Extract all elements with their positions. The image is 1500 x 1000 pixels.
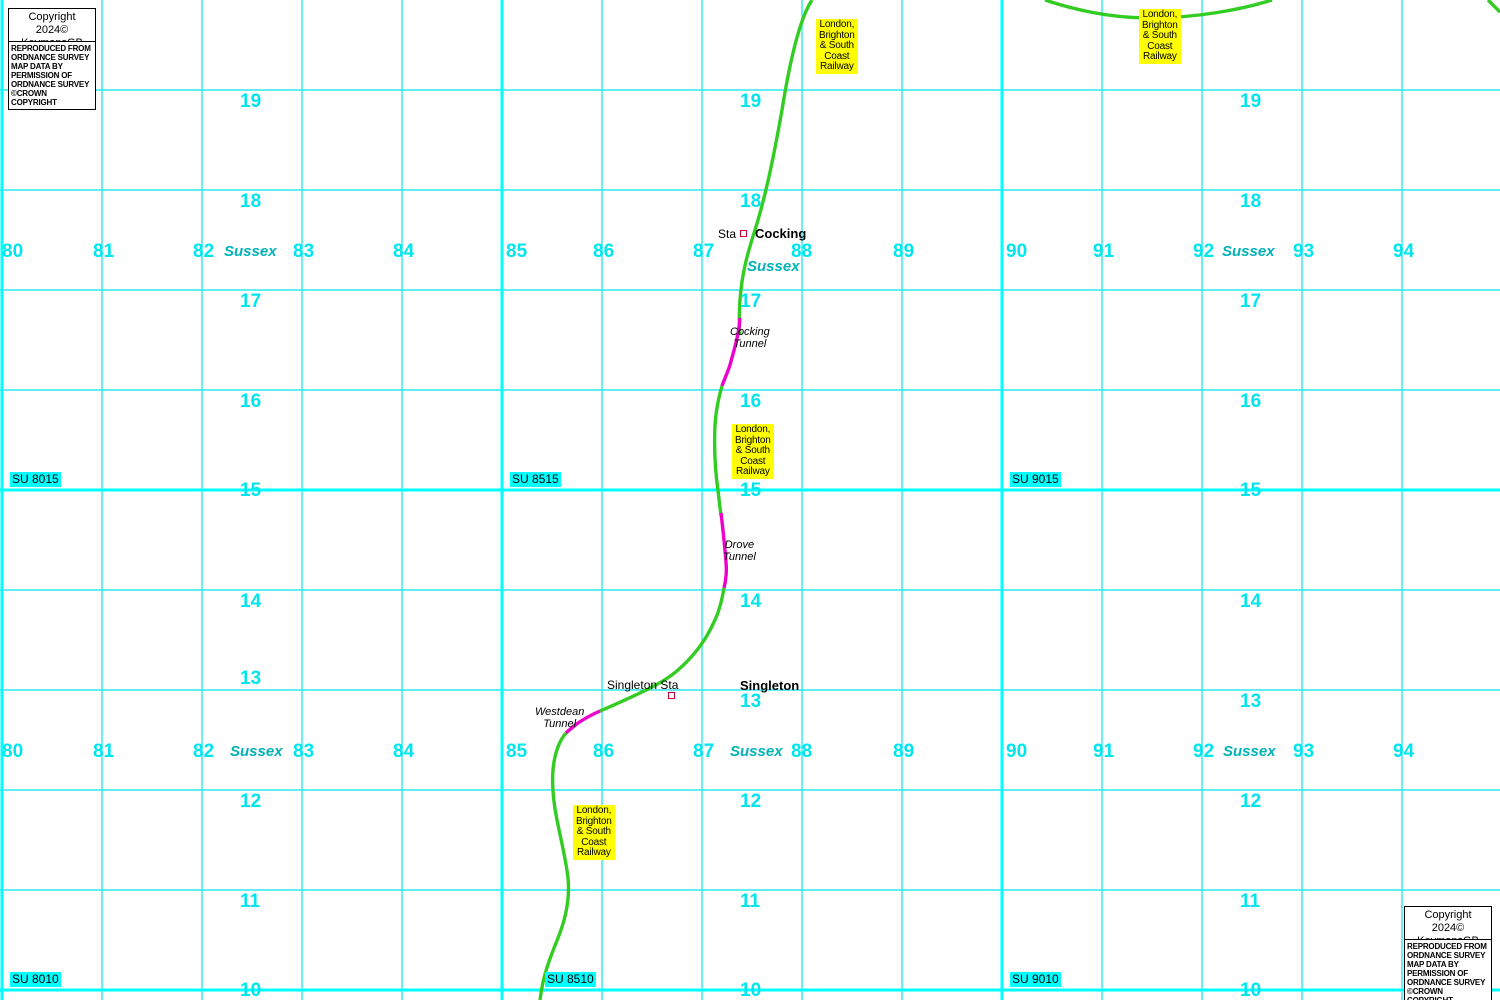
os-attribution-box-top-left: REPRODUCED FROM ORDNANCE SURVEY MAP DATA… bbox=[8, 41, 96, 110]
county-label-sussex: Sussex bbox=[730, 743, 783, 760]
tunnel-label-cocking: Cocking Tunnel bbox=[730, 326, 770, 350]
easting-label: 85 bbox=[506, 241, 528, 262]
northing-label: 16 bbox=[740, 391, 762, 412]
place-label-singleton: Singleton bbox=[740, 678, 800, 693]
easting-label: 91 bbox=[1093, 241, 1115, 262]
easting-label: 86 bbox=[593, 741, 615, 762]
easting-label: 94 bbox=[1393, 741, 1415, 762]
easting-label: 80 bbox=[2, 741, 24, 762]
northing-label: 16 bbox=[1240, 391, 1262, 412]
northing-label: 18 bbox=[240, 191, 262, 212]
easting-label: 90 bbox=[1006, 241, 1028, 262]
railway-line-green-upper bbox=[737, 0, 814, 336]
easting-label: 84 bbox=[393, 741, 415, 762]
northing-label: 10 bbox=[1240, 980, 1262, 1000]
station-label-singleton: Singleton Sta bbox=[607, 678, 679, 692]
grid-square-ref: SU 8515 bbox=[510, 472, 561, 488]
northing-label: 12 bbox=[1240, 791, 1262, 812]
easting-label: 89 bbox=[893, 241, 915, 262]
easting-label: 94 bbox=[1393, 241, 1415, 262]
county-label-sussex: Sussex bbox=[224, 243, 277, 260]
railway-name-label: London, Brighton & South Coast Railway bbox=[816, 19, 858, 74]
grid-square-ref: SU 8510 bbox=[545, 972, 596, 988]
easting-label: 85 bbox=[506, 741, 528, 762]
grid-square-ref: SU 8010 bbox=[10, 972, 61, 988]
easting-label: 81 bbox=[93, 741, 115, 762]
tunnel-label-drove: Drove Tunnel bbox=[723, 539, 756, 563]
northing-label: 10 bbox=[740, 980, 762, 1000]
easting-label: 93 bbox=[1293, 741, 1315, 762]
northing-label: 18 bbox=[740, 191, 762, 212]
easting-label: 82 bbox=[193, 241, 215, 262]
northing-label: 13 bbox=[1240, 691, 1262, 712]
county-label-sussex: Sussex bbox=[230, 743, 283, 760]
easting-label: 91 bbox=[1093, 741, 1115, 762]
station-marker-singleton[interactable] bbox=[668, 692, 675, 699]
grid-square-ref: SU 9010 bbox=[1010, 972, 1061, 988]
tunnel-label-westdean: Westdean Tunnel bbox=[535, 706, 585, 730]
easting-label: 83 bbox=[293, 741, 315, 762]
northing-label: 14 bbox=[240, 591, 262, 612]
northing-label: 19 bbox=[1240, 91, 1262, 112]
northing-label: 17 bbox=[740, 291, 762, 312]
station-marker-cocking[interactable] bbox=[740, 230, 747, 237]
easting-label: 92 bbox=[1193, 241, 1215, 262]
county-label-sussex: Sussex bbox=[1223, 743, 1276, 760]
northing-label: 14 bbox=[740, 591, 762, 612]
northing-label: 11 bbox=[240, 891, 261, 912]
easting-label: 84 bbox=[393, 241, 415, 262]
easting-label: 88 bbox=[791, 241, 813, 262]
railway-name-label: London, Brighton & South Coast Railway bbox=[573, 805, 615, 860]
easting-label: 87 bbox=[693, 741, 715, 762]
northing-label: 19 bbox=[240, 91, 262, 112]
northing-label: 10 bbox=[240, 980, 262, 1000]
grid-square-ref: SU 9015 bbox=[1010, 472, 1061, 488]
county-label-sussex: Sussex bbox=[1222, 243, 1275, 260]
station-label-cocking: Sta bbox=[718, 227, 737, 241]
northing-label: 19 bbox=[740, 91, 762, 112]
northing-label: 12 bbox=[740, 791, 762, 812]
northing-label: 18 bbox=[1240, 191, 1262, 212]
easting-label: 89 bbox=[893, 741, 915, 762]
county-label-sussex: Sussex bbox=[747, 258, 800, 275]
railway-line-green-lower bbox=[538, 731, 571, 1000]
os-attribution-box-bottom-right: REPRODUCED FROM ORDNANCE SURVEY MAP DATA… bbox=[1404, 939, 1492, 1000]
easting-label: 87 bbox=[693, 241, 715, 262]
easting-label: 90 bbox=[1006, 741, 1028, 762]
northing-label: 14 bbox=[1240, 591, 1262, 612]
northing-label: 13 bbox=[240, 668, 262, 689]
place-label-cocking: Cocking bbox=[755, 226, 807, 241]
northing-label: 17 bbox=[240, 291, 262, 312]
easting-label: 93 bbox=[1293, 241, 1315, 262]
northing-label: 12 bbox=[240, 791, 262, 812]
railway-name-label: London, Brighton & South Coast Railway bbox=[1139, 9, 1181, 64]
northing-label: 16 bbox=[240, 391, 262, 412]
easting-label: 81 bbox=[93, 241, 115, 262]
railway-line-green-mid2 bbox=[599, 587, 726, 713]
grid-square-ref: SU 8015 bbox=[10, 472, 61, 488]
railway-line-green-mid1 bbox=[712, 385, 724, 516]
northing-label: 13 bbox=[740, 691, 762, 712]
easting-label: 82 bbox=[193, 741, 215, 762]
easting-label: 88 bbox=[791, 741, 813, 762]
railway-name-label: London, Brighton & South Coast Railway bbox=[732, 424, 774, 479]
railway-tunnel-cocking bbox=[720, 317, 742, 387]
northing-label: 11 bbox=[1240, 891, 1261, 912]
railway-tunnel-westdean bbox=[564, 709, 601, 735]
northing-label: 17 bbox=[1240, 291, 1262, 312]
easting-label: 80 bbox=[2, 241, 24, 262]
northing-label: 15 bbox=[740, 480, 762, 501]
northing-label: 11 bbox=[740, 891, 761, 912]
easting-label: 86 bbox=[593, 241, 615, 262]
railway-tunnel-drove bbox=[719, 512, 729, 589]
northing-label: 15 bbox=[1240, 480, 1262, 501]
easting-label: 92 bbox=[1193, 741, 1215, 762]
easting-label: 83 bbox=[293, 241, 315, 262]
northing-label: 15 bbox=[240, 480, 262, 501]
railway-line-green-topright-edge bbox=[1486, 0, 1500, 14]
